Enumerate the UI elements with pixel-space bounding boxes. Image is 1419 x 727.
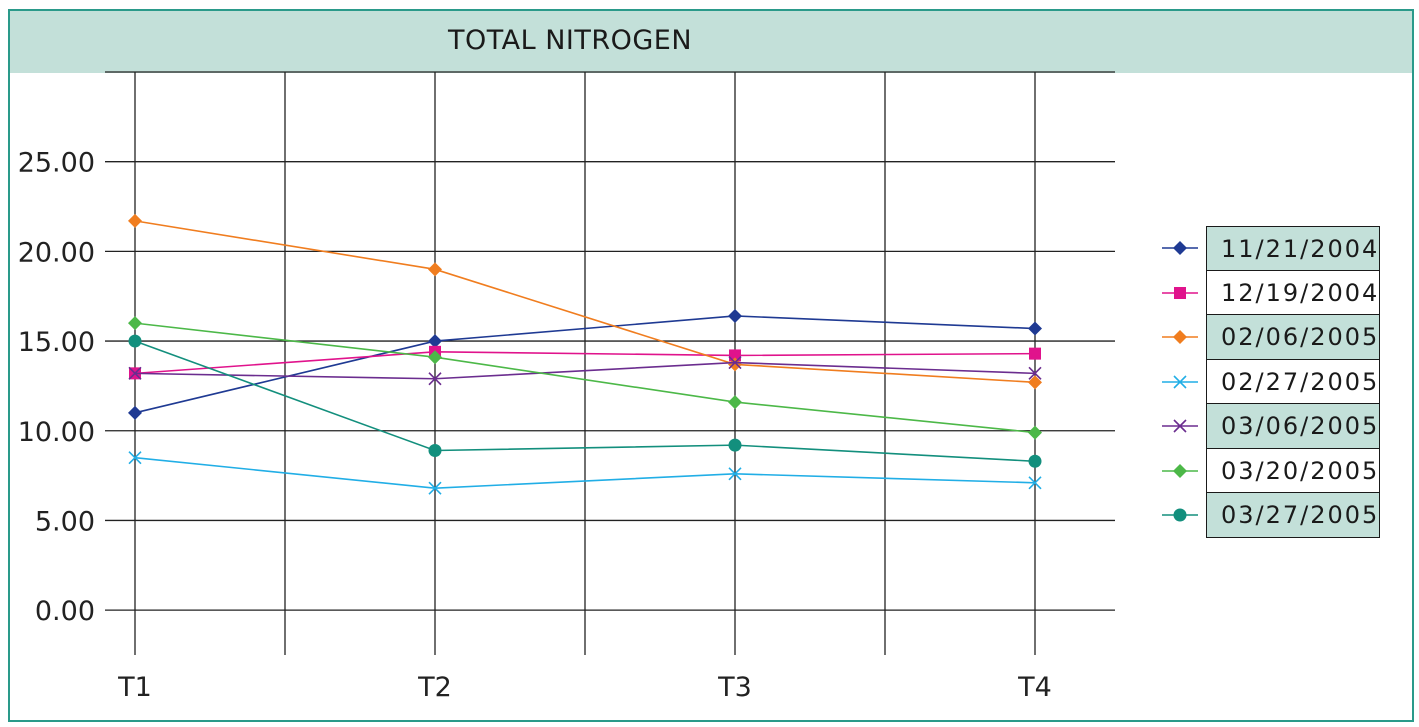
series-7 [128, 334, 1042, 468]
legend-symbol [1173, 330, 1187, 344]
series-line [134, 315, 1036, 414]
data-point [1028, 375, 1042, 390]
data-point [428, 444, 442, 458]
legend-symbol [1173, 374, 1187, 389]
data-point [428, 334, 442, 349]
legend-marker [1162, 286, 1198, 299]
legend-label: 03/20/2005 [1206, 448, 1380, 493]
legend-item: 02/27/2005 [1160, 359, 1390, 404]
legend-marker [1162, 463, 1198, 478]
legend-symbol [1173, 241, 1187, 255]
data-point [1028, 454, 1042, 468]
grid-lines [105, 71, 1115, 655]
data-point [1028, 366, 1042, 380]
legend-marker [1162, 241, 1198, 255]
legend-item: 03/20/2005 [1160, 448, 1390, 493]
title-bar: TOTAL NITROGEN [10, 11, 1412, 73]
legend-symbol [1173, 508, 1187, 522]
x-tick-label: T3 [717, 672, 752, 703]
series-4 [128, 451, 1042, 495]
y-tick-label: 0.00 [35, 596, 95, 627]
legend-symbol [1173, 463, 1187, 478]
data-point [728, 308, 742, 323]
legend-label: 02/27/2005 [1206, 359, 1380, 404]
series-line [134, 351, 1036, 375]
legend-item: 11/21/2004 [1160, 226, 1390, 271]
data-point [128, 405, 142, 420]
legend-label: 11/21/2004 [1206, 226, 1380, 271]
legend-label: 12/19/2004 [1206, 270, 1380, 315]
y-tick-label: 5.00 [35, 506, 95, 537]
series-line [134, 361, 1036, 380]
data-point [729, 349, 741, 362]
data-point [128, 366, 142, 380]
y-tick-label: 15.00 [18, 327, 95, 358]
legend-label: 03/06/2005 [1206, 404, 1380, 449]
data-point [728, 395, 742, 410]
data-point [428, 350, 442, 365]
data-point [1028, 476, 1042, 490]
x-tick-label: T1 [117, 672, 152, 703]
legend-item: 02/06/2005 [1160, 315, 1390, 360]
series-5 [128, 356, 1042, 386]
legend-symbol [1173, 419, 1187, 433]
legend-item: 03/06/2005 [1160, 404, 1390, 449]
data-point [728, 356, 742, 370]
legend-symbol [1174, 286, 1186, 299]
data-point [428, 372, 442, 386]
data-point [1028, 425, 1042, 440]
series-line [134, 220, 1036, 384]
legend-marker [1162, 419, 1198, 433]
legend-label: 03/27/2005 [1206, 493, 1380, 538]
legend-item: 12/19/2004 [1160, 270, 1390, 315]
x-tick-label: T4 [1017, 672, 1052, 703]
data-point [128, 451, 142, 465]
legend-marker [1162, 330, 1198, 344]
series-1 [128, 308, 1042, 420]
data-point [128, 316, 142, 331]
data-point [428, 481, 442, 495]
data-point [1029, 347, 1041, 360]
y-tick-label: 10.00 [18, 417, 95, 448]
legend-marker [1162, 374, 1198, 389]
series-6 [128, 316, 1042, 440]
series-3 [128, 213, 1042, 390]
series-line [134, 322, 1036, 434]
y-tick-label: 25.00 [18, 148, 95, 179]
data-point [128, 213, 142, 228]
data-point [1028, 321, 1042, 336]
data-point [728, 438, 742, 452]
data-point [728, 357, 742, 372]
legend-label: 02/06/2005 [1206, 315, 1380, 360]
chart-legend: 11/21/2004 12/19/2004 02/06/2005 02/27/2005… [1160, 226, 1390, 538]
legend-marker [1162, 508, 1198, 522]
series-line [134, 456, 1036, 489]
y-tick-label: 20.00 [18, 237, 95, 268]
x-tick-label: T2 [417, 672, 452, 703]
data-point [128, 334, 142, 348]
chart-title: TOTAL NITROGEN [447, 25, 693, 56]
series-line [134, 340, 1036, 463]
data-point [728, 467, 742, 481]
legend-item: 03/27/2005 [1160, 493, 1390, 538]
data-point [428, 262, 442, 277]
